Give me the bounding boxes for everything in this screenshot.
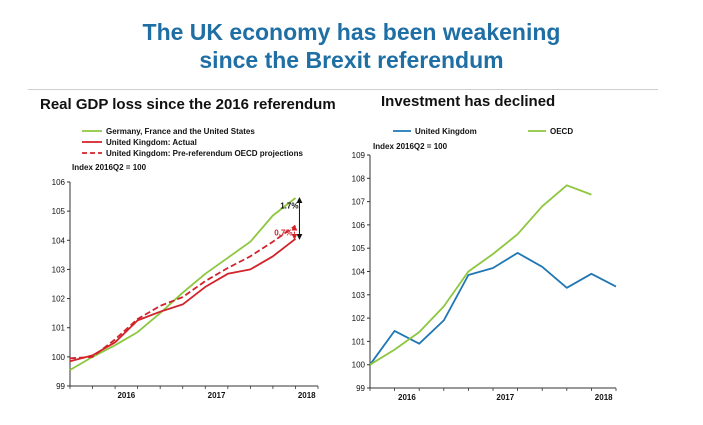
- annotation-projection-gap: 0.7%: [274, 228, 292, 237]
- legend-label-1: Germany, France and the United States: [106, 127, 255, 136]
- investment-chart: 99 100 101 102 103 104 105 106 107 108 109 2016 2017…: [352, 127, 617, 402]
- legend-label-3: United Kingdom: Pre-referendum OECD proj…: [106, 149, 303, 158]
- y-tick-label: 105: [52, 207, 66, 216]
- x-tick-label: 2017: [496, 393, 514, 402]
- series-line-2: [69, 238, 297, 363]
- y-tick-label: 103: [52, 265, 66, 274]
- y-tick-label: 104: [52, 236, 66, 245]
- y-tick-label: 104: [352, 268, 366, 277]
- series-line-2: [369, 184, 592, 366]
- y-tick-label: 99: [56, 382, 65, 391]
- main-title-line2: since the Brexit referendum: [199, 47, 504, 73]
- y-tick-label: 103: [352, 291, 366, 300]
- y-tick-label: 102: [52, 295, 66, 304]
- annotation-total-gap: 1.7%: [280, 201, 298, 210]
- y-tick-label: 106: [52, 178, 66, 187]
- y-axis-unit-label: Index 2016Q2 = 100: [72, 163, 147, 172]
- y-tick-label: 108: [352, 174, 366, 183]
- main-title-line1: The UK economy has been weakening: [142, 19, 561, 45]
- legend-label-2: OECD: [550, 127, 573, 136]
- left-chart-title: Real GDP loss since the 2016 referendum: [40, 96, 336, 113]
- x-tick-label: 2018: [595, 393, 613, 402]
- y-tick-label: 100: [52, 353, 66, 362]
- y-tick-label: 105: [352, 244, 366, 253]
- series-line-1: [69, 197, 297, 371]
- y-tick-label: 101: [52, 324, 66, 333]
- x-tick-label: 2017: [208, 391, 226, 400]
- right-chart-title: Investment has declined: [381, 93, 556, 110]
- series-line-3: [69, 224, 297, 360]
- y-tick-label: 106: [352, 221, 366, 230]
- main-title: The UK economy has been weakening since …: [0, 18, 703, 74]
- legend-label-2: United Kingdom: Actual: [106, 138, 197, 147]
- x-tick-label: 2018: [298, 391, 316, 400]
- x-tick-label: 2016: [117, 391, 135, 400]
- y-tick-label: 101: [352, 337, 366, 346]
- series-line-1: [369, 251, 617, 366]
- x-tick-label: 2016: [398, 393, 416, 402]
- gdp-loss-chart: 99 100 101 102 103 104 105 106 2016 2017 2018 Index…: [52, 127, 319, 400]
- legend-label-1: United Kingdom: [415, 127, 477, 136]
- title-divider: [28, 89, 658, 90]
- y-tick-label: 109: [352, 151, 366, 160]
- y-tick-label: 102: [352, 314, 366, 323]
- y-tick-label: 99: [356, 384, 365, 393]
- y-axis-unit-label: Index 2016Q2 = 100: [373, 142, 448, 151]
- y-tick-label: 107: [352, 198, 366, 207]
- y-tick-label: 100: [352, 361, 366, 370]
